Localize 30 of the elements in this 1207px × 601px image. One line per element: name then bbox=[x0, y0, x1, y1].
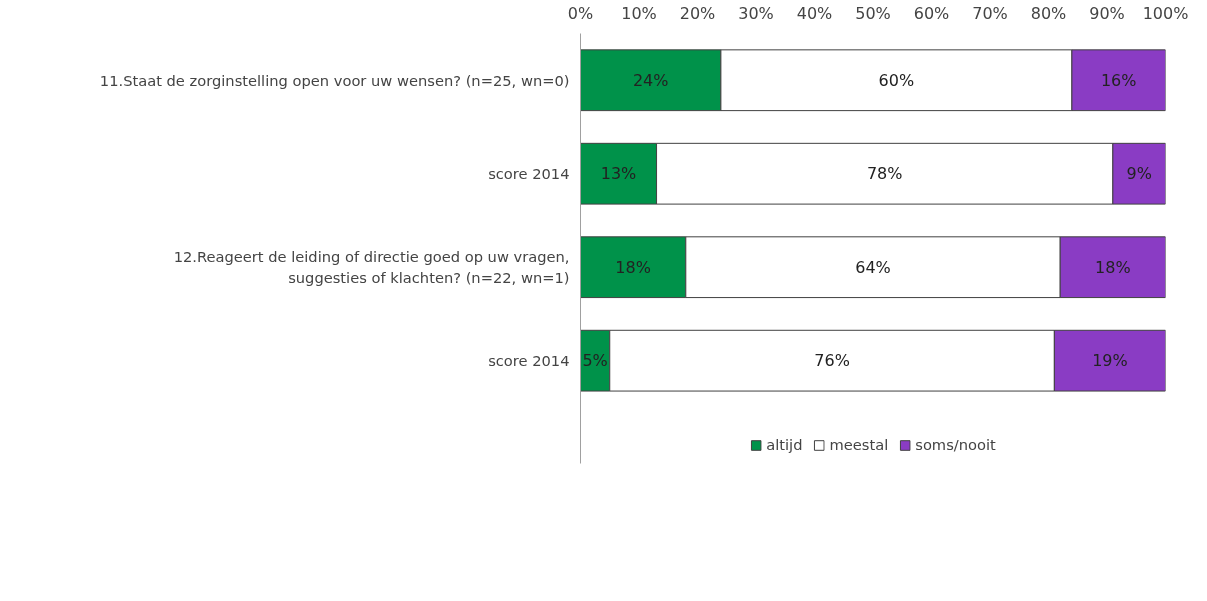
legend-label: altijd bbox=[766, 436, 803, 453]
x-tick-label: 80% bbox=[1030, 3, 1067, 23]
data-label: 13% bbox=[600, 164, 637, 184]
x-tick-label: 70% bbox=[972, 3, 1008, 23]
x-tick-label: 90% bbox=[1089, 3, 1125, 23]
data-label: 5% bbox=[582, 351, 608, 371]
data-label: 24% bbox=[632, 70, 669, 90]
data-label: 18% bbox=[1095, 257, 1131, 277]
x-tick-label: 20% bbox=[679, 3, 716, 23]
x-tick-label: 10% bbox=[621, 3, 657, 23]
data-label: 18% bbox=[615, 257, 651, 277]
x-tick-label: 100% bbox=[1142, 3, 1189, 23]
x-tick-label: 50% bbox=[855, 3, 891, 23]
data-label: 60% bbox=[878, 70, 915, 90]
data-label: 76% bbox=[814, 351, 850, 371]
x-tick-label: 40% bbox=[796, 3, 833, 23]
data-label: 64% bbox=[855, 257, 891, 277]
x-tick-label: 60% bbox=[913, 3, 950, 23]
data-label: 78% bbox=[866, 164, 903, 184]
y-tick-label: score 2014 bbox=[488, 352, 570, 370]
y-tick-label: score 2014 bbox=[488, 165, 570, 183]
legend-label: soms/nooit bbox=[915, 436, 996, 453]
y-tick-label: 11.Staat de zorginstelling open voor uw wensen? (n=25, wn=0) bbox=[99, 71, 570, 89]
data-label: 16% bbox=[1100, 70, 1137, 90]
y-tick-label: 12.Reageert de leiding of directie goed op uw vragen, suggesties of klachten? (n=22, wn=1) bbox=[173, 248, 570, 286]
x-tick-label: 30% bbox=[738, 3, 774, 23]
x-tick-label: 0% bbox=[567, 3, 594, 23]
data-label: 9% bbox=[1126, 164, 1152, 184]
legend-label: meestal bbox=[829, 436, 889, 453]
data-label: 19% bbox=[1092, 351, 1128, 371]
